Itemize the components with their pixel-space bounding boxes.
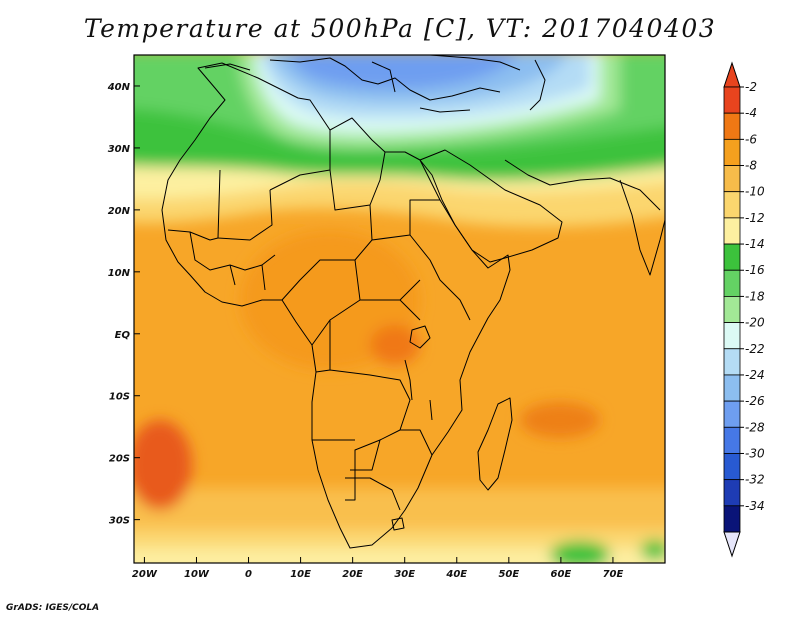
- colorbar-swatch: [723, 243, 741, 271]
- colorbar-swatch: [723, 426, 741, 454]
- colorbar-label: -10: [745, 185, 765, 199]
- colorbar-bottom-arrow: [723, 531, 741, 558]
- lon-tick-label: 20W: [132, 569, 158, 580]
- lon-tick-label: 10E: [290, 569, 311, 580]
- colorbar-swatch: [723, 165, 741, 193]
- lat-tick-label: 20N: [108, 206, 131, 217]
- colorbar-label: -20: [745, 316, 765, 330]
- lat-tick-label: 10N: [108, 268, 131, 279]
- colorbar-swatch: [723, 400, 741, 428]
- coastlines: [161, 55, 665, 549]
- colorbar-label: -6: [745, 132, 757, 146]
- colorbar-label: -22: [745, 342, 765, 356]
- colorbar-swatch: [723, 86, 741, 114]
- colorbar-swatch: [723, 374, 741, 402]
- colorbar-swatch: [723, 138, 741, 166]
- colorbar-swatch: [723, 112, 741, 140]
- colorbar-swatch: [723, 191, 741, 219]
- plot-frame: [133, 54, 666, 564]
- colorbar-top-arrow: [723, 61, 741, 88]
- colorbar-swatch: [723, 505, 741, 533]
- colorbar: -2 -4 -6 -8 -10 -12 -14 -16 -18 -20 -22 -24 -26 -28 -3…: [723, 61, 765, 558]
- axis-ticks: 20W 10W 0 10E 20E 30E 40E 50E 60E 70E 40N 30N 20N 10N…: [107, 82, 624, 580]
- colorbar-label: -32: [745, 473, 765, 487]
- colorbar-label: -14: [745, 237, 765, 251]
- colorbar-label: -16: [745, 263, 765, 277]
- lon-tick-label: 30E: [394, 569, 415, 580]
- colorbar-swatch: [723, 269, 741, 297]
- colorbar-label: -28: [745, 420, 765, 434]
- temperature-field: [134, 55, 665, 563]
- colorbar-swatch: [723, 322, 741, 350]
- lon-tick-label: 50E: [498, 569, 519, 580]
- lat-tick-label: 30N: [108, 144, 131, 155]
- colorbar-label: -18: [745, 289, 765, 303]
- colorbar-swatch: [723, 453, 741, 481]
- lon-tick-label: 10W: [184, 569, 210, 580]
- colorbar-label: -8: [745, 159, 757, 173]
- colorbar-label: -26: [745, 394, 765, 408]
- colorbar-swatch: [723, 296, 741, 323]
- lon-tick-label: 40E: [445, 569, 467, 580]
- colorbar-label: -4: [745, 106, 757, 120]
- lon-tick-label: 0: [245, 569, 252, 580]
- colorbar-label: -24: [745, 368, 765, 382]
- lon-tick-label: 20E: [342, 569, 363, 580]
- lon-tick-label: 60E: [551, 569, 572, 580]
- lat-tick-label: EQ: [115, 330, 131, 341]
- lat-tick-label: 20S: [109, 454, 130, 465]
- lon-tick-label: 70E: [603, 569, 624, 580]
- colorbar-swatch: [723, 217, 741, 245]
- colorbar-label: -30: [745, 446, 765, 460]
- colorbar-label: -12: [745, 211, 765, 225]
- map-title: Temperature at 500hPa [C], VT: 201704040…: [83, 14, 717, 43]
- lat-tick-label: 10S: [109, 392, 130, 403]
- lat-tick-label: 30S: [109, 516, 130, 527]
- colorbar-label: -34: [745, 499, 765, 513]
- grads-credit: GrADS: IGES/COLA: [6, 603, 100, 613]
- colorbar-label: -2: [745, 80, 757, 94]
- lat-tick-label: 40N: [107, 82, 131, 93]
- colorbar-swatch: [723, 479, 741, 507]
- colorbar-swatch: [723, 348, 741, 376]
